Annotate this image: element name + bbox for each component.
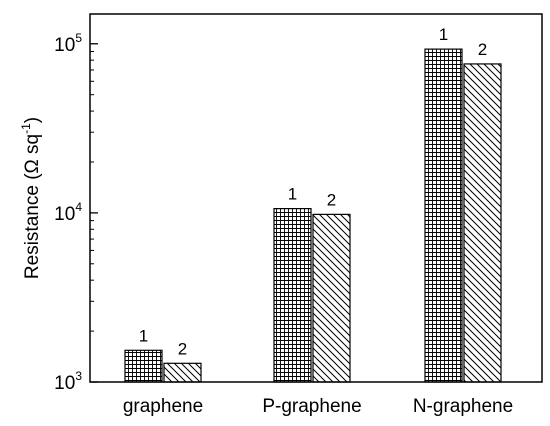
y-tick-label: 103	[54, 369, 82, 394]
y-axis-ticks: 103 104 105	[54, 31, 98, 394]
bars-group	[124, 48, 502, 383]
bar-number-label: 1	[439, 25, 448, 44]
bar-graphene-2	[163, 362, 202, 383]
y-tick-label: 105	[54, 31, 82, 56]
bar-number-label: 2	[478, 40, 487, 59]
y-axis-label: Resistance (Ω sq-1)	[19, 117, 43, 279]
x-tick-label: graphene	[123, 396, 203, 417]
y-tick-label: 104	[54, 200, 82, 225]
bar-graphene-1	[124, 349, 163, 383]
bar-labels-group: 1 2 1 2 1 2	[139, 25, 487, 358]
x-tick-label: P-graphene	[262, 396, 361, 417]
bar-number-label: 1	[139, 326, 148, 345]
bar-N-graphene-2	[463, 63, 502, 383]
bar-number-label: 2	[327, 190, 336, 209]
bar-P-graphene-1	[273, 208, 312, 383]
x-tick-label: N-graphene	[413, 396, 513, 417]
bar-number-label: 1	[288, 185, 297, 204]
bar-number-label: 2	[178, 339, 187, 358]
plot-frame	[89, 13, 543, 383]
x-axis-ticks: graphene P-graphene N-graphene	[123, 396, 513, 417]
bar-N-graphene-1	[424, 48, 463, 383]
bar-P-graphene-2	[312, 213, 351, 383]
